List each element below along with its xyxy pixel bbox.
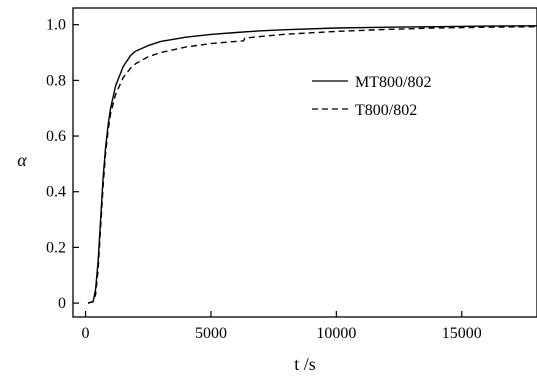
y-tick-label: 0.4 (46, 184, 66, 201)
x-axis-label: t /s (294, 354, 316, 374)
x-axis-ticks: 0 5000 10000 15000 (82, 311, 482, 342)
x-tick-label: 15000 (442, 325, 482, 342)
y-tick-label: 0 (58, 295, 66, 312)
legend-label-series-1: MT800/802 (355, 74, 431, 91)
plot-frame (72, 7, 537, 318)
y-axis-ticks: 0 0.2 0.4 0.6 0.8 1.0 (46, 17, 79, 312)
y-tick-label: 1.0 (46, 17, 66, 34)
x-tick-label: 5000 (195, 325, 227, 342)
legend: MT800/802 T800/802 (312, 74, 431, 119)
y-tick-label: 0.2 (46, 239, 66, 256)
y-axis-label: α (17, 150, 27, 170)
legend-label-series-2: T800/802 (355, 102, 417, 119)
x-tick-label: 10000 (316, 325, 356, 342)
series-layer (87, 25, 537, 304)
series-line-1 (87, 25, 537, 304)
y-tick-label: 0.8 (46, 72, 66, 89)
series-line-2 (87, 26, 537, 304)
y-tick-label: 0.6 (46, 128, 66, 145)
x-tick-label: 0 (82, 325, 90, 342)
